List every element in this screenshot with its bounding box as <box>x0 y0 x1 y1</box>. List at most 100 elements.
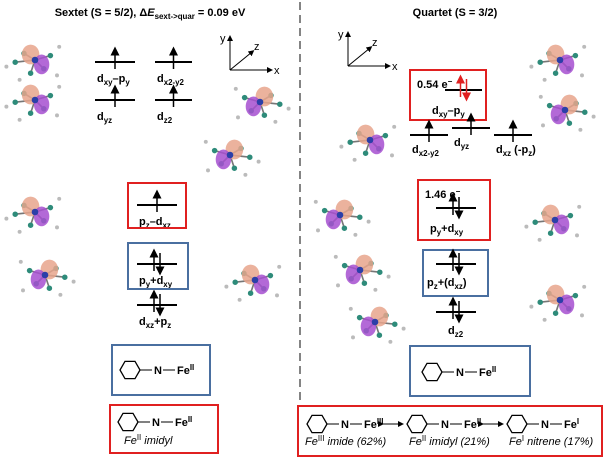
orbital-label-part: xy <box>163 280 172 289</box>
orbital-label-part: d <box>412 144 419 156</box>
panel-title: Sextet (S = 5/2), ΔEsext->quar = 0.09 eV <box>55 7 246 21</box>
atom <box>212 148 218 154</box>
atom <box>372 319 379 326</box>
atom <box>357 214 363 220</box>
atom-label-part: Fe <box>464 419 477 431</box>
molecule <box>19 260 76 297</box>
electron-label: 0.54 e− <box>417 77 453 91</box>
atom <box>12 59 17 64</box>
atom <box>206 168 210 172</box>
atom <box>55 113 59 117</box>
atom <box>568 213 574 219</box>
atom <box>347 139 353 145</box>
atom <box>367 220 371 224</box>
atom <box>592 115 596 119</box>
atom <box>349 307 353 311</box>
atom <box>257 160 261 164</box>
atom <box>48 93 54 99</box>
caption-part: Fe <box>305 436 318 448</box>
atom <box>72 280 76 284</box>
atom-label-part: Fe <box>364 419 377 431</box>
orbital-label-part: x2-y2 <box>164 78 185 87</box>
orbital-label-part: xz <box>503 149 511 158</box>
atom <box>18 118 22 122</box>
axis-label: x <box>392 61 398 73</box>
atom-label-part: N <box>341 419 349 431</box>
electron-label-part: − <box>456 187 461 196</box>
atom <box>252 277 259 284</box>
box <box>298 406 602 456</box>
atom-label-part: I <box>577 417 579 426</box>
atom-label-part: Fe <box>479 367 492 379</box>
atom-label: N <box>441 419 449 431</box>
caption-part: Fe <box>509 436 522 448</box>
atom <box>21 288 25 292</box>
atom <box>529 65 533 69</box>
orbital-label-part: d <box>97 111 104 123</box>
atom <box>232 165 238 171</box>
molecule <box>339 125 396 162</box>
atom <box>552 217 559 224</box>
atom <box>257 99 264 106</box>
box <box>410 346 530 396</box>
atom <box>57 85 61 89</box>
atom <box>387 275 391 279</box>
atom <box>28 110 33 116</box>
atom <box>322 208 328 214</box>
orbital-label-part: –p <box>113 73 126 85</box>
atom <box>383 133 389 139</box>
ring <box>407 415 427 432</box>
atom <box>12 99 17 105</box>
atom <box>392 125 396 129</box>
atom <box>392 321 398 327</box>
atom <box>363 150 369 156</box>
orbital-label-part: d <box>496 144 503 156</box>
atom <box>577 205 581 209</box>
atom <box>227 152 234 159</box>
atom <box>28 70 33 76</box>
ring <box>307 415 327 432</box>
atom <box>582 45 586 49</box>
atom <box>4 65 8 69</box>
orbital-label: dxz+pz <box>139 316 171 330</box>
atom <box>582 109 588 115</box>
orbital-label: dxy–py <box>97 73 130 87</box>
orbital-label-part: d <box>448 325 455 337</box>
atom <box>580 73 584 77</box>
molecule <box>349 307 406 344</box>
axis-label: y <box>220 33 226 45</box>
caption-part: III <box>318 434 325 443</box>
atom-label-part: N <box>441 419 449 431</box>
orbital-label-part: d <box>139 316 146 328</box>
atom-label: N <box>154 365 162 377</box>
atom <box>377 269 383 275</box>
atom-label-part: N <box>154 365 162 377</box>
atom-label: FeII <box>177 363 194 377</box>
atom-label: N <box>541 419 549 431</box>
orbital-label-part: d <box>454 137 461 149</box>
atom-label-part: N <box>541 419 549 431</box>
atom-label: N <box>152 417 160 429</box>
atom <box>57 197 61 201</box>
orbital-label-part: –d <box>150 216 163 228</box>
figure: Sextet (S = 5/2), ΔEsext->quar = 0.09 eV… <box>0 0 604 459</box>
atom <box>538 238 542 242</box>
atom-label-part: Fe <box>564 419 577 431</box>
atom <box>47 285 53 291</box>
atom <box>55 225 59 229</box>
electron-label-part: − <box>448 77 453 86</box>
orbital-label-part: ) <box>463 277 467 289</box>
orbital-label: dx2-y2 <box>157 73 185 87</box>
orbital-label: py+dxy <box>430 223 464 237</box>
caption-part: Fe <box>409 436 422 448</box>
atom <box>57 45 61 49</box>
atom <box>32 209 39 216</box>
atom-label: FeII <box>479 365 496 379</box>
atom <box>580 313 584 317</box>
atom <box>273 120 277 124</box>
atom-label-part: II <box>188 415 192 424</box>
atom <box>234 87 238 91</box>
orbital-label-part: –p <box>448 105 461 117</box>
atom <box>62 274 68 280</box>
atom <box>567 120 573 126</box>
